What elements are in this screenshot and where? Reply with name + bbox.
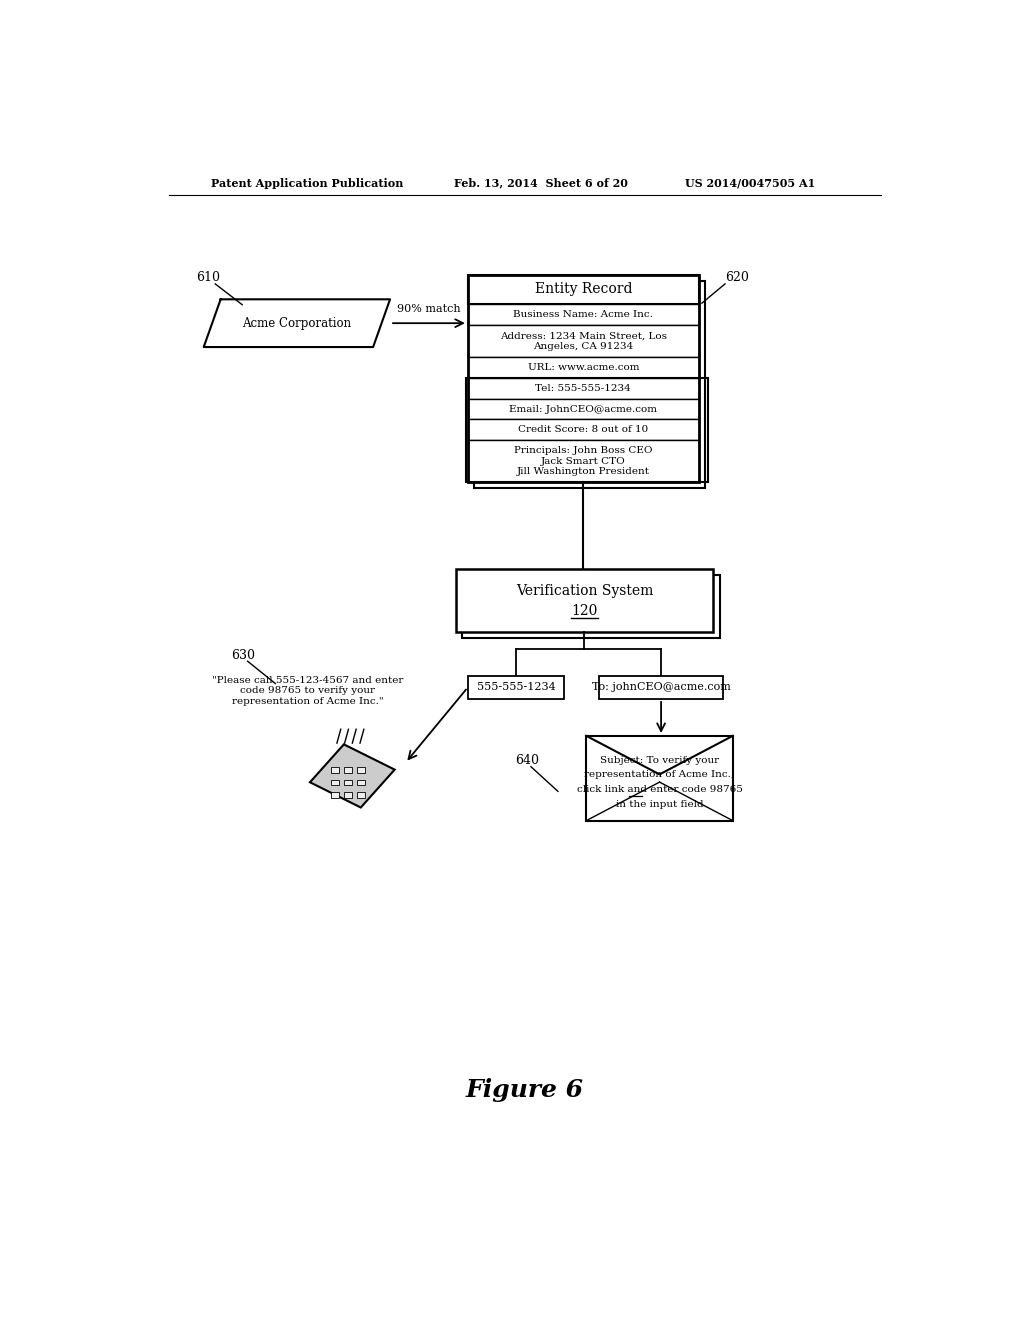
Text: Entity Record: Entity Record [535,282,632,296]
FancyBboxPatch shape [468,420,698,441]
Text: Acme Corporation: Acme Corporation [243,317,351,330]
FancyBboxPatch shape [468,358,698,378]
Text: 630: 630 [230,648,255,661]
Text: in the input field: in the input field [615,800,703,809]
FancyBboxPatch shape [344,780,352,785]
Text: 120: 120 [571,605,598,618]
Text: 90% match: 90% match [397,304,461,314]
FancyBboxPatch shape [468,676,564,700]
FancyBboxPatch shape [474,281,705,488]
Text: Subject: To verify your: Subject: To verify your [600,755,719,764]
Text: Tel: 555-555-1234: Tel: 555-555-1234 [536,384,631,393]
Text: Verification System: Verification System [516,585,653,598]
Text: Business Name: Acme Inc.: Business Name: Acme Inc. [513,310,653,319]
FancyBboxPatch shape [468,304,698,325]
FancyBboxPatch shape [344,767,352,774]
Text: 640: 640 [515,754,540,767]
FancyBboxPatch shape [468,325,698,358]
Text: Angeles, CA 91234: Angeles, CA 91234 [534,342,634,351]
Text: representation of Acme Inc.,: representation of Acme Inc., [585,771,734,779]
FancyBboxPatch shape [456,569,714,632]
Text: Feb. 13, 2014  Sheet 6 of 20: Feb. 13, 2014 Sheet 6 of 20 [454,178,628,189]
FancyBboxPatch shape [331,792,339,797]
Text: "Please call 555-123-4567 and enter
code 98765 to verify your
representation of : "Please call 555-123-4567 and enter code… [212,676,403,706]
Text: 620: 620 [725,271,749,284]
Text: Address: 1234 Main Street, Los: Address: 1234 Main Street, Los [500,331,667,341]
FancyBboxPatch shape [462,576,720,638]
Polygon shape [204,300,390,347]
Text: URL: www.acme.com: URL: www.acme.com [527,363,639,372]
FancyBboxPatch shape [468,378,698,399]
Polygon shape [310,744,394,808]
Text: US 2014/0047505 A1: US 2014/0047505 A1 [685,178,815,189]
FancyBboxPatch shape [468,441,698,482]
FancyBboxPatch shape [344,792,352,797]
FancyBboxPatch shape [357,792,366,797]
Text: 555-555-1234: 555-555-1234 [476,682,555,693]
FancyBboxPatch shape [331,767,339,774]
FancyBboxPatch shape [599,676,724,700]
Text: Patent Application Publication: Patent Application Publication [211,178,403,189]
Text: Figure 6: Figure 6 [466,1078,584,1102]
FancyBboxPatch shape [587,737,733,821]
Text: Principals: John Boss CEO: Principals: John Boss CEO [514,446,652,455]
Text: Jill Washington President: Jill Washington President [517,467,650,477]
FancyBboxPatch shape [357,767,366,774]
Text: Credit Score: 8 out of 10: Credit Score: 8 out of 10 [518,425,648,434]
FancyBboxPatch shape [357,780,366,785]
Text: click link and enter code 98765: click link and enter code 98765 [577,785,742,793]
Text: 610: 610 [196,271,220,284]
Text: Email: JohnCEO@acme.com: Email: JohnCEO@acme.com [509,404,657,413]
FancyBboxPatch shape [468,275,698,304]
Text: Jack Smart CTO: Jack Smart CTO [541,457,626,466]
Text: To: johnCEO@acme.com: To: johnCEO@acme.com [592,682,730,693]
FancyBboxPatch shape [331,780,339,785]
FancyBboxPatch shape [468,399,698,420]
